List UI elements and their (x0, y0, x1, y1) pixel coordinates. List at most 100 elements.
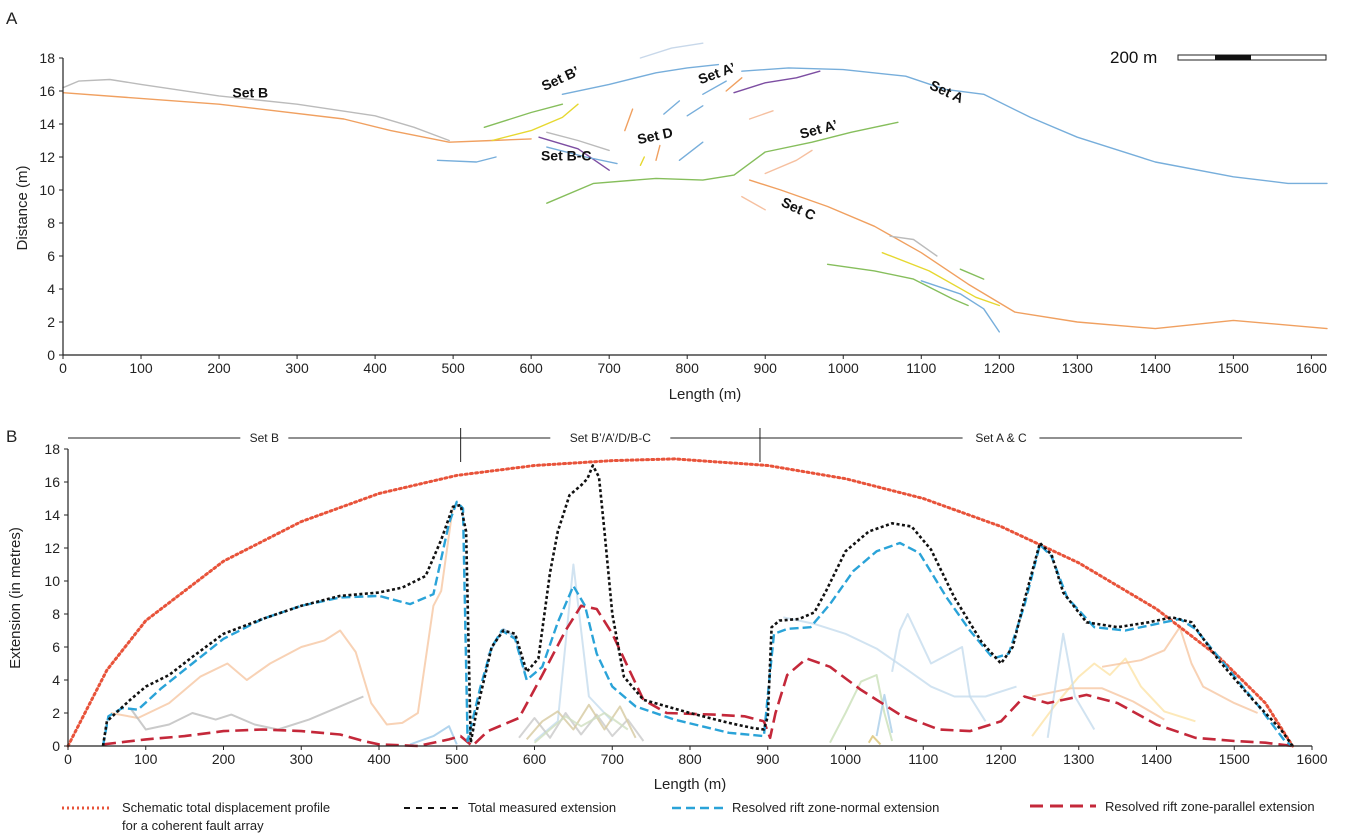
fault-trace (62, 92, 532, 143)
section-label-bg (240, 430, 289, 446)
x-tick-label: 0 (59, 360, 67, 376)
y-tick-label: 6 (52, 639, 60, 655)
x-tick-label: 1300 (1063, 751, 1094, 767)
fault-profile-line (891, 613, 987, 722)
fault-profile-line (783, 616, 1017, 698)
x-tick-label: 700 (597, 360, 621, 376)
panel-a-fault-traces (62, 42, 1328, 333)
fault-trace (686, 105, 704, 117)
fault-trace (538, 136, 610, 171)
legend-label-parallel: Resolved rift zone-parallel extension (1105, 799, 1315, 814)
y-tick-label: 0 (47, 347, 55, 363)
legend-label-total: Total measured extension (468, 800, 616, 815)
fault-profile-line (829, 674, 894, 744)
y-tick-label: 2 (52, 705, 60, 721)
x-tick-label: 1600 (1296, 751, 1327, 767)
scale-bar-black-segment (1215, 55, 1251, 60)
panel-a-axes: 0 100 200 300 400 500 600 700 800 900 1000 1100 1200… (39, 50, 1327, 376)
fault-trace (62, 78, 450, 142)
panel-b-extension-profiles (66, 457, 1295, 748)
fault-profile-line (1031, 687, 1165, 721)
fault-trace (748, 179, 1328, 330)
fault-trace (639, 42, 704, 59)
x-tick-label: 1100 (908, 751, 938, 767)
x-tick-label: 1400 (1141, 751, 1172, 767)
fault-trace (764, 149, 813, 175)
panel-a-set-labels: Set B Set B’ Set A’ Set A Set D Set A’ Set B-C… (232, 59, 966, 223)
total-extension-line (101, 464, 1294, 747)
section-label-bg (962, 430, 1040, 446)
x-tick-label: 300 (290, 751, 314, 767)
fault-profile-line (533, 712, 629, 744)
panel-a-x-axis-title: Length (m) (669, 386, 742, 403)
y-tick-label: 12 (39, 149, 55, 165)
x-tick-label: 300 (285, 360, 309, 376)
fault-profile-line (525, 703, 637, 741)
x-tick-label: 600 (523, 751, 547, 767)
fault-trace (920, 280, 1000, 333)
panel-b-y-axis-title: Extension (in metres) (7, 527, 24, 669)
y-tick-label: 10 (39, 182, 55, 198)
x-tick-label: 1000 (828, 360, 859, 376)
legend: Schematic total displacement profile for… (62, 799, 1315, 833)
fault-trace (702, 80, 727, 95)
x-tick-label: 800 (678, 751, 702, 767)
y-tick-label: 18 (39, 50, 55, 66)
legend-label-normal: Resolved rift zone-normal extension (732, 800, 939, 815)
y-tick-label: 18 (44, 441, 60, 457)
panel-b-section-bar: Set B Set B’/A’/D/B-C Set A & C (68, 428, 1243, 462)
scale-bar-frame (1177, 54, 1327, 61)
schematic-displacement-line (66, 457, 1295, 748)
x-tick-label: 500 (441, 360, 465, 376)
panel-a: A 0 100 200 300 400 500 600 700 800 900 1000 1100 12… (6, 9, 1328, 403)
y-tick-label: 16 (44, 474, 60, 490)
fault-trace (881, 252, 1000, 307)
x-tick-label: 1300 (1062, 360, 1093, 376)
panel-b: B Set B Set B’/A’/D/B-C Set A & C 0 100 200 3… (6, 427, 1328, 793)
legend-item-normal: Resolved rift zone-normal extension (672, 800, 939, 815)
set-label: Set B’ (539, 63, 582, 94)
fault-trace (561, 63, 720, 95)
fault-trace (639, 156, 645, 166)
legend-label-schematic-line2: for a coherent fault array (122, 818, 264, 833)
x-tick-label: 400 (363, 360, 387, 376)
y-tick-label: 8 (47, 215, 55, 231)
fault-trace (546, 121, 899, 204)
section-label: Set A & C (975, 431, 1027, 445)
fault-profile-line (1046, 632, 1096, 738)
legend-label-schematic-line1: Schematic total displacement profile (122, 800, 330, 815)
y-tick-label: 16 (39, 83, 55, 99)
set-label: Set A (927, 77, 966, 106)
fault-profile-line (110, 506, 454, 726)
x-tick-label: 200 (207, 360, 231, 376)
x-tick-label: 100 (134, 751, 158, 767)
set-label: Set A’ (696, 59, 738, 87)
fault-profile-line (1101, 626, 1258, 714)
fault-trace (483, 103, 564, 128)
fault-trace (741, 195, 766, 211)
y-tick-label: 0 (52, 738, 60, 754)
fault-trace (959, 268, 985, 280)
panel-a-letter: A (6, 9, 18, 28)
section-label-bg (550, 430, 671, 446)
x-tick-label: 100 (129, 360, 153, 376)
fault-trace (826, 263, 969, 307)
fault-trace (725, 77, 743, 92)
y-tick-label: 2 (47, 314, 55, 330)
y-tick-label: 6 (47, 248, 55, 264)
rift-parallel-extension-line (102, 604, 1293, 748)
legend-item-total: Total measured extension (404, 800, 616, 815)
x-tick-label: 500 (445, 751, 469, 767)
set-label: Set B (232, 85, 268, 101)
section-label: Set B’/A’/D/B-C (570, 431, 651, 445)
x-tick-label: 700 (601, 751, 625, 767)
x-tick-label: 900 (756, 751, 780, 767)
x-tick-label: 1100 (906, 360, 936, 376)
fault-trace (436, 156, 497, 163)
set-label: Set C (779, 194, 818, 224)
y-tick-label: 4 (47, 281, 55, 297)
scale-bar-label: 200 m (1110, 48, 1157, 67)
y-tick-label: 14 (39, 116, 55, 132)
fault-profile-line (129, 695, 364, 731)
x-tick-label: 1600 (1296, 360, 1327, 376)
